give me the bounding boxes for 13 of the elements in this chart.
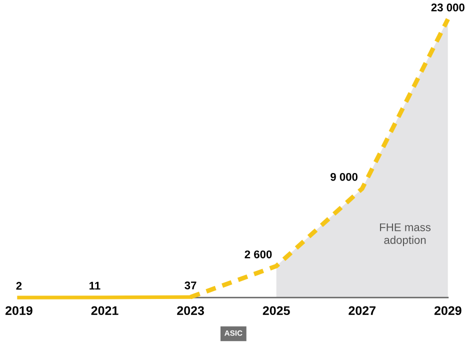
data-label: 9 000 — [330, 172, 358, 181]
data-label: 37 — [184, 281, 196, 290]
data-label: 23 000 — [431, 4, 464, 12]
x-tick-label: 2027 — [348, 306, 376, 316]
x-tick-label: 2021 — [91, 306, 118, 316]
data-label: 2 600 — [244, 250, 272, 258]
x-tick-label: 2025 — [262, 306, 290, 316]
x-tick-label: 2019 — [5, 306, 32, 316]
data-label: 2 — [16, 282, 22, 290]
x-tick-label: 2029 — [434, 306, 462, 316]
series-label: FHE mass adoption — [380, 223, 431, 246]
x-tick-label: 2023 — [177, 306, 204, 316]
data-label: 11 — [90, 282, 100, 290]
